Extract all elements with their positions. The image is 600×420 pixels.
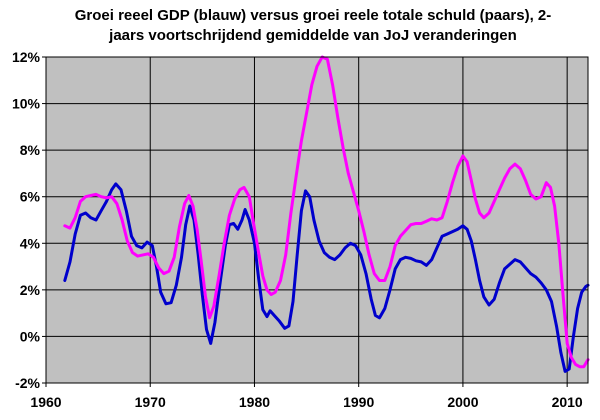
- x-tick-label: 1960: [30, 394, 61, 410]
- y-tick-label: 10%: [12, 96, 41, 112]
- chart-title-line-1: Groei reeel GDP (blauw) versus groei ree…: [75, 7, 552, 24]
- chart-title-line-2: jaars voortschrijdend gemiddelde van JoJ…: [108, 27, 517, 44]
- y-tick-label: 6%: [20, 189, 41, 205]
- x-tick-label: 2010: [552, 394, 583, 410]
- plot-area: [46, 57, 588, 383]
- y-tick-label: 8%: [20, 142, 41, 158]
- series-layer: [63, 55, 590, 373]
- x-tick-label: 1980: [239, 394, 270, 410]
- y-tick-label: 2%: [20, 282, 41, 298]
- plot-border: [45, 56, 589, 384]
- x-axis: 1960 1970 1980 1990 2000 2010: [30, 383, 583, 410]
- x-tick-label: 2000: [447, 394, 478, 410]
- series-line-2: [63, 55, 590, 369]
- x-tick-label: 1970: [135, 394, 166, 410]
- y-axis: -2% 0% 2% 4% 6% 8% 10% 12%: [12, 49, 46, 391]
- y-tick-label: 12%: [12, 49, 41, 65]
- y-tick-label: -2%: [15, 375, 40, 391]
- x-tick-label: 1990: [343, 394, 374, 410]
- y-tick-label: 0%: [20, 328, 41, 344]
- series-line-1: [63, 182, 590, 373]
- y-tick-label: 4%: [20, 235, 41, 251]
